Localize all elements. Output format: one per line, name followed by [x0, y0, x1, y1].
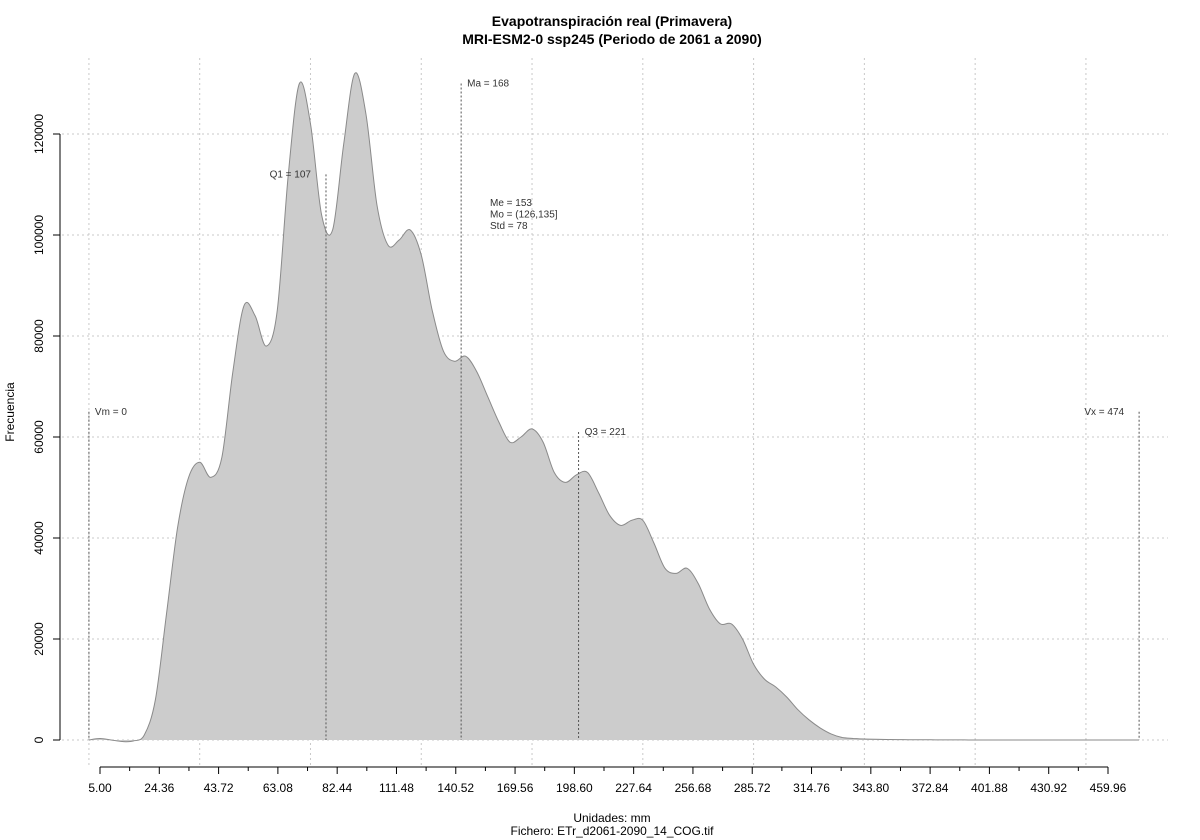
x-tick-label: 111.48 — [379, 781, 414, 795]
y-axis-label: Frecuencia — [3, 382, 17, 442]
x-axis-label: Unidades: mm — [573, 811, 650, 825]
density-area-layer — [88, 72, 1140, 743]
stats-text: Mo = (126,135] — [490, 210, 558, 221]
statistic-label: Q1 = 107 — [270, 169, 312, 180]
statistic-label: Vm = 0 — [95, 407, 127, 418]
x-tick-label: 285.72 — [734, 781, 771, 795]
x-tick-label: 140.52 — [437, 781, 474, 795]
statistic-label: Vx = 474 — [1084, 407, 1124, 418]
x-tick-label: 459.96 — [1090, 781, 1127, 795]
y-tick-label: 120000 — [32, 114, 46, 154]
x-tick-label: 63.08 — [263, 781, 293, 795]
axis-layer: 0 20000 40000 60000 80000 100000 120000 5.00 24.… — [32, 114, 1127, 795]
statistic-label: Ma = 168 — [467, 79, 509, 90]
y-tick-label: 100000 — [32, 215, 46, 255]
x-tick-label: 430.92 — [1030, 781, 1067, 795]
x-tick-label: 43.72 — [204, 781, 234, 795]
x-tick-label: 372.84 — [912, 781, 949, 795]
y-tick-label: 20000 — [32, 622, 46, 656]
x-tick-label: 5.00 — [88, 781, 112, 795]
y-tick-label: 40000 — [32, 521, 46, 555]
y-tick-label: 80000 — [32, 319, 46, 353]
density-area — [88, 72, 1140, 742]
x-tick-label: 401.88 — [971, 781, 1008, 795]
x-tick-label: 198.60 — [556, 781, 593, 795]
y-tick-label: 60000 — [32, 420, 46, 454]
x-tick-label: 256.68 — [675, 781, 712, 795]
statistic-lines-layer — [88, 83, 1140, 740]
stats-text: Me = 153 — [490, 198, 532, 209]
x-tick-label: 82.44 — [322, 781, 352, 795]
stats-text: Std = 78 — [490, 221, 528, 232]
annotation-layer: Vm = 0 Q1 = 107 Ma = 168 Q3 = 221 Vx = 474 Me… — [95, 79, 1125, 438]
x-axis-file-label: Fichero: ETr_d2061-2090_14_COG.tif — [511, 824, 715, 838]
density-outline — [88, 72, 1140, 743]
x-tick-label: 314.76 — [793, 781, 830, 795]
x-tick-label: 343.80 — [852, 781, 889, 795]
statistic-label: Q3 = 221 — [585, 427, 627, 438]
x-tick-label: 169.56 — [497, 781, 534, 795]
chart-title: Evapotranspiración real (Primavera) — [492, 13, 732, 29]
x-tick-label: 24.36 — [144, 781, 174, 795]
chart-subtitle: MRI-ESM2-0 ssp245 (Periodo de 2061 a 209… — [462, 31, 762, 47]
y-tick-label: 0 — [32, 736, 46, 743]
x-tick-label: 227.64 — [615, 781, 652, 795]
